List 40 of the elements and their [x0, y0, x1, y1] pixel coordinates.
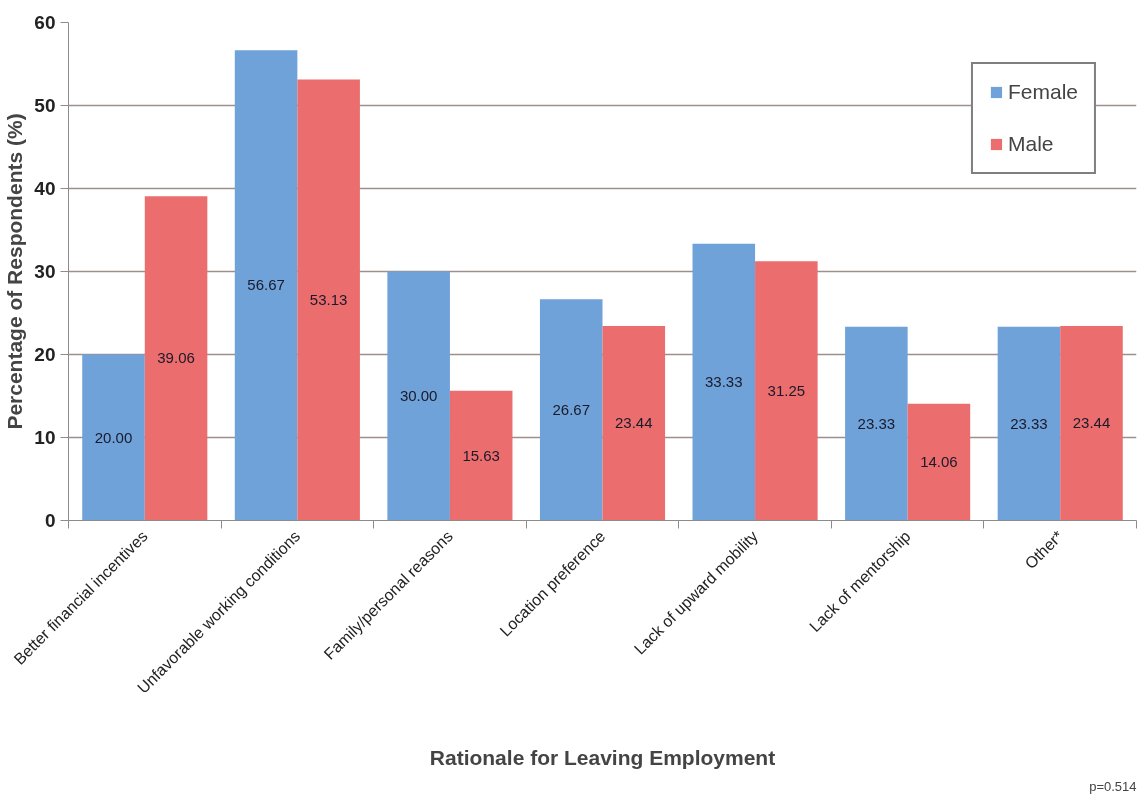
bar	[144, 196, 208, 521]
y-axis-title: Percentage of Respondents (%)	[3, 113, 27, 430]
data-label: 20.00	[94, 428, 133, 446]
data-label: 23.33	[857, 414, 896, 432]
y-tick-label: 10	[34, 427, 56, 448]
data-label: 31.25	[767, 381, 806, 399]
data-label: 14.06	[920, 453, 958, 471]
bar	[387, 271, 450, 521]
y-tick-label: 50	[34, 95, 56, 116]
bar	[82, 354, 145, 521]
y-tick-label: 30	[34, 261, 56, 282]
y-tick-label: 60	[34, 12, 56, 33]
data-label: 56.67	[247, 276, 285, 294]
bar	[602, 325, 666, 521]
bar	[845, 326, 908, 521]
bar	[297, 79, 360, 521]
data-label: 26.67	[552, 400, 590, 418]
bar	[755, 261, 818, 521]
data-label: 30.00	[399, 387, 438, 404]
legend-label: Female	[1007, 80, 1078, 104]
bar	[692, 243, 756, 521]
data-label: 53.13	[309, 291, 348, 309]
y-tick-label: 20	[34, 344, 56, 365]
data-label: 15.63	[462, 446, 500, 464]
data-label: 23.33	[1010, 414, 1048, 432]
bar	[1060, 325, 1123, 521]
bar	[539, 299, 603, 521]
data-label: 23.44	[1072, 414, 1111, 432]
data-label: 33.33	[705, 373, 743, 391]
y-tick-label: 0	[44, 510, 56, 531]
bar	[234, 50, 298, 521]
x-axis-title: Rationale for Leaving Employment	[429, 745, 776, 769]
data-label: 39.06	[157, 349, 195, 367]
bar	[449, 390, 513, 521]
y-tick-label: 40	[34, 178, 56, 199]
text: p=0.514	[1089, 778, 1137, 794]
legend-label: Male	[1007, 132, 1054, 156]
bar	[997, 326, 1061, 521]
data-label: 23.44	[615, 414, 653, 432]
bar	[907, 403, 971, 521]
